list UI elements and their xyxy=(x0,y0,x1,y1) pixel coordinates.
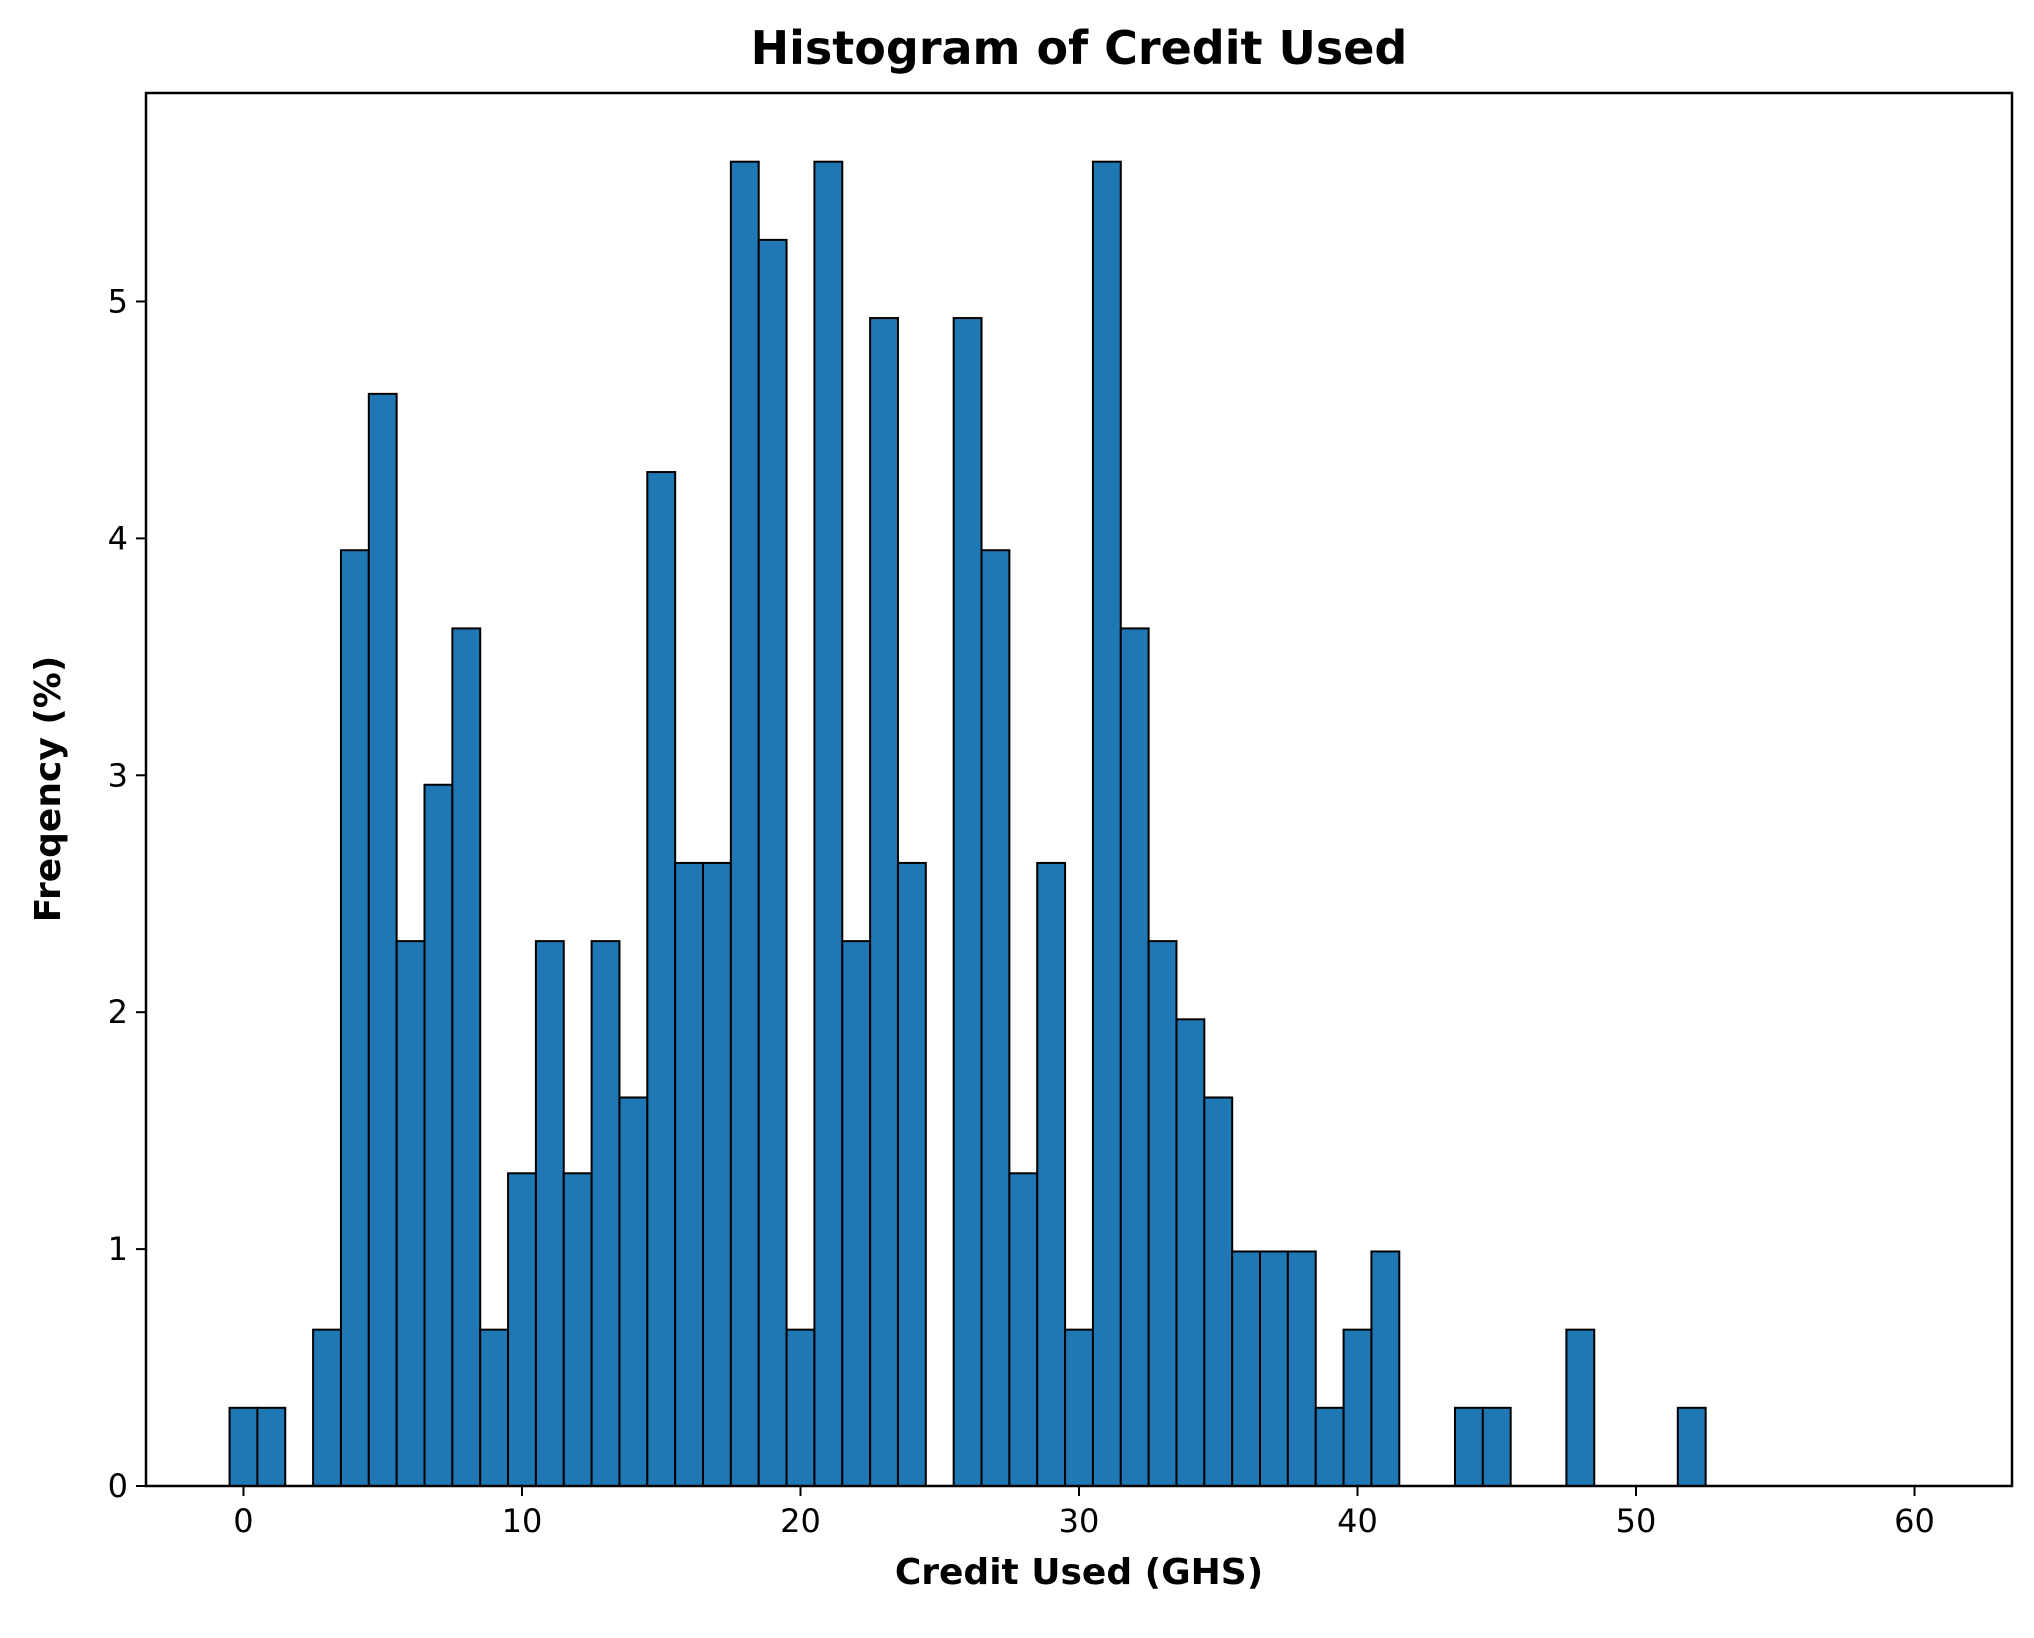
y-tick-label: 1 xyxy=(108,1230,128,1268)
histogram-bar xyxy=(618,1096,649,1487)
histogram-bar xyxy=(395,940,426,1487)
x-tick-label: 0 xyxy=(233,1502,253,1540)
histogram-bar xyxy=(869,317,899,1487)
histogram-bar xyxy=(1008,1172,1039,1488)
y-tick-label: 2 xyxy=(108,993,128,1031)
histogram-bar xyxy=(312,1328,342,1487)
x-tick-label: 20 xyxy=(780,1502,821,1540)
histogram-bar xyxy=(534,940,565,1487)
histogram-bar xyxy=(1119,627,1150,1487)
plot-frame xyxy=(144,91,2014,1488)
histogram-bar xyxy=(1676,1406,1707,1487)
histogram-bar xyxy=(785,1328,816,1487)
histogram-bar xyxy=(674,861,705,1487)
histogram-bar xyxy=(757,238,788,1487)
histogram-bar xyxy=(1286,1250,1317,1487)
histogram-bar xyxy=(1481,1406,1512,1487)
y-tick-label: 4 xyxy=(108,519,128,557)
histogram-bar xyxy=(590,940,621,1487)
histogram-bar xyxy=(1314,1406,1345,1487)
histogram-bar xyxy=(646,471,677,1487)
y-tick-label: 3 xyxy=(108,756,128,794)
bars-group xyxy=(228,160,1707,1488)
histogram-bar xyxy=(1231,1250,1262,1487)
histogram-bar xyxy=(1203,1096,1234,1487)
x-axis-label: Credit Used (GHS) xyxy=(895,1552,1263,1593)
histogram-bar xyxy=(841,940,872,1487)
histogram-bar xyxy=(980,549,1011,1487)
histogram-bar xyxy=(1036,861,1067,1487)
chart-title: Histogram of Credit Used xyxy=(751,21,1408,75)
y-tick-label: 5 xyxy=(108,282,128,320)
histogram-bar xyxy=(256,1406,287,1487)
x-tick-label: 50 xyxy=(1616,1502,1657,1540)
x-tick-label: 10 xyxy=(502,1502,543,1540)
histogram-bar xyxy=(1453,1406,1484,1487)
histogram-bar xyxy=(1175,1018,1206,1487)
histogram-bar xyxy=(813,160,844,1487)
histogram-bar xyxy=(1342,1328,1373,1487)
histogram-bar xyxy=(896,861,927,1487)
histogram-bar xyxy=(1147,940,1178,1487)
histogram-bar xyxy=(367,392,398,1488)
histogram-bar xyxy=(339,549,370,1487)
x-tick-label: 30 xyxy=(1059,1502,1100,1540)
histogram-bar xyxy=(562,1172,593,1488)
histogram-bar xyxy=(1259,1250,1289,1487)
histogram-bar xyxy=(507,1172,537,1488)
histogram-bar xyxy=(1091,160,1122,1487)
histogram-bar xyxy=(952,317,983,1487)
histogram-bar xyxy=(1565,1328,1596,1487)
x-axis-ticks: 0 10 20 30 40 50 60 xyxy=(233,1486,1935,1540)
histogram-bar xyxy=(1370,1250,1401,1487)
x-tick-label: 60 xyxy=(1894,1502,1935,1540)
y-tick-label: 0 xyxy=(108,1467,128,1505)
x-tick-label: 40 xyxy=(1337,1502,1378,1540)
histogram-bar xyxy=(1064,1328,1094,1487)
histogram-bar xyxy=(729,160,760,1487)
y-axis-ticks: 0 1 2 3 4 5 xyxy=(108,282,146,1505)
histogram-bar xyxy=(479,1328,510,1487)
histogram-bar xyxy=(451,627,482,1487)
histogram-bar xyxy=(702,861,732,1487)
histogram-bar xyxy=(423,783,454,1487)
y-axis-label: Freqency (%) xyxy=(28,656,69,923)
histogram-bar xyxy=(228,1406,259,1487)
